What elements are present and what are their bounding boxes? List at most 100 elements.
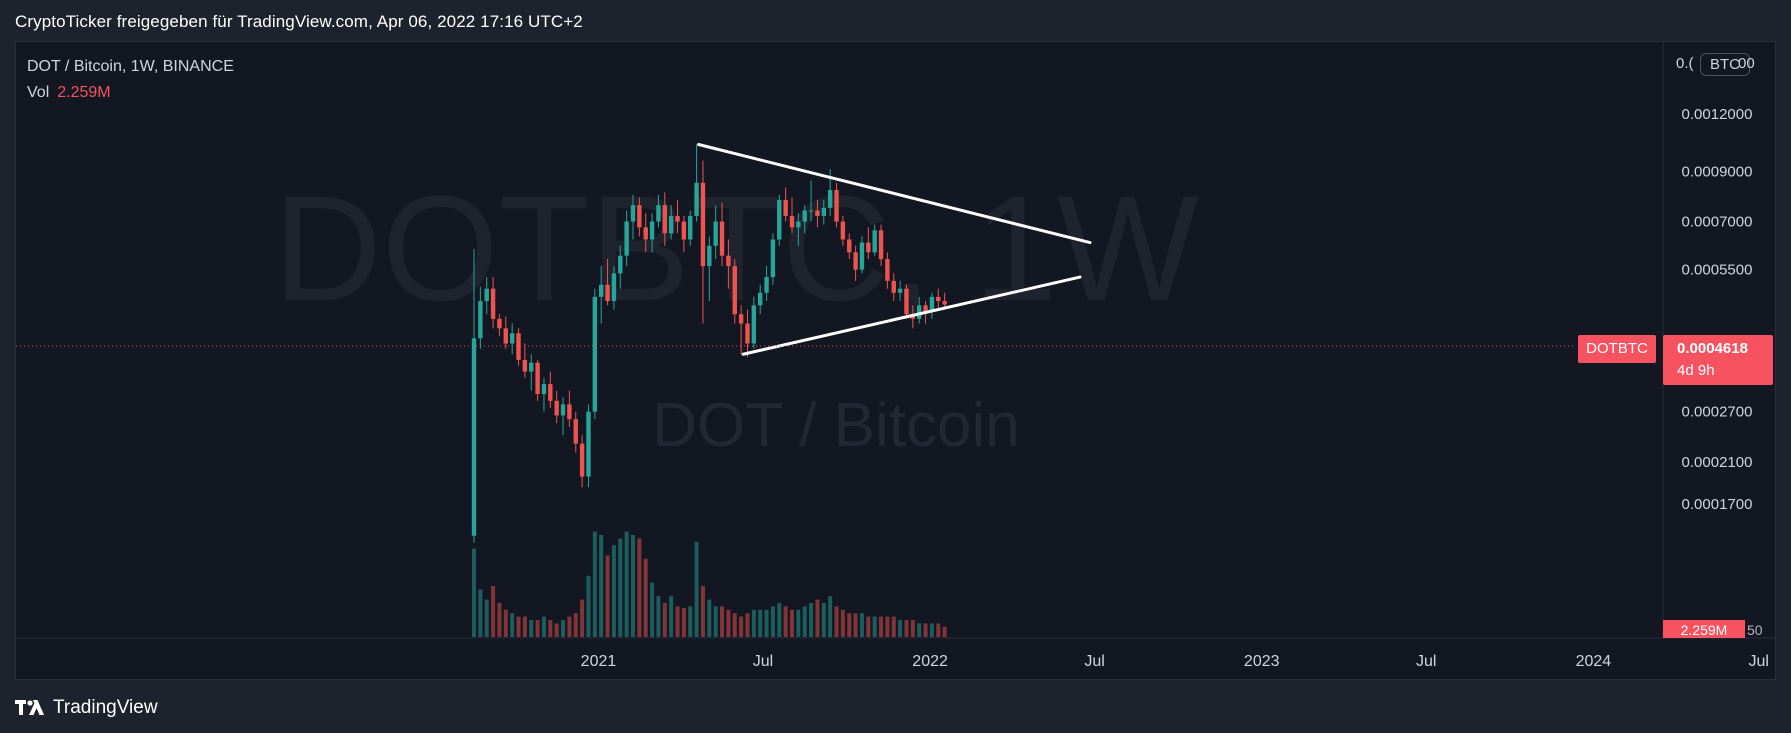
candle[interactable] <box>599 266 604 324</box>
volume-bar <box>605 555 610 637</box>
candle[interactable] <box>630 194 636 240</box>
volume-bar <box>656 596 661 637</box>
candle-body <box>478 301 483 339</box>
candle[interactable] <box>834 182 839 228</box>
candle[interactable] <box>611 266 617 310</box>
candle[interactable] <box>592 288 598 420</box>
candle[interactable] <box>643 213 648 253</box>
candle-body <box>688 215 693 240</box>
candle[interactable] <box>681 215 687 253</box>
candle[interactable] <box>668 205 674 240</box>
candle[interactable] <box>802 205 807 234</box>
candle[interactable] <box>866 227 871 260</box>
candle[interactable] <box>503 316 508 349</box>
candle[interactable] <box>675 199 680 234</box>
candle[interactable] <box>548 371 553 409</box>
candle[interactable] <box>637 197 642 237</box>
triangle-upper-trendline[interactable] <box>697 142 1092 245</box>
price-tick-label: 0.0002100 <box>1682 454 1753 471</box>
candle[interactable] <box>840 215 846 246</box>
candle[interactable] <box>522 343 528 378</box>
legend-volume[interactable]: Vol 2.259M <box>27 80 234 106</box>
candle[interactable] <box>509 323 515 355</box>
candle[interactable] <box>656 194 661 228</box>
current-price-label: 0.0004618 4d 9h <box>1663 335 1773 385</box>
candle[interactable] <box>694 144 699 222</box>
volume-bar <box>910 620 915 637</box>
candle[interactable] <box>891 273 896 302</box>
candle[interactable] <box>878 224 884 267</box>
volume-bar <box>809 603 814 637</box>
candle[interactable] <box>713 205 718 260</box>
candle[interactable] <box>719 202 725 267</box>
candle[interactable] <box>618 245 623 289</box>
candle[interactable] <box>777 194 782 246</box>
candle-body <box>541 384 547 395</box>
candle[interactable] <box>942 292 947 308</box>
candle[interactable] <box>605 259 610 306</box>
volume-bar <box>898 620 903 637</box>
candle[interactable] <box>847 233 852 260</box>
candle[interactable] <box>917 296 922 324</box>
candle[interactable] <box>764 266 769 302</box>
candle[interactable] <box>796 213 801 246</box>
candle[interactable] <box>586 404 591 488</box>
candle[interactable] <box>815 199 820 228</box>
candle[interactable] <box>897 280 903 302</box>
candle[interactable] <box>662 192 667 246</box>
candle-body <box>847 239 852 253</box>
candle[interactable] <box>821 199 826 225</box>
candle[interactable] <box>707 236 712 302</box>
candle[interactable] <box>516 328 521 366</box>
candle[interactable] <box>885 252 890 289</box>
candle[interactable] <box>624 210 629 267</box>
candle[interactable] <box>567 390 572 428</box>
candle-body <box>777 199 782 240</box>
candle[interactable] <box>579 435 585 488</box>
candle[interactable] <box>554 390 559 424</box>
candle[interactable] <box>745 309 750 358</box>
candle[interactable] <box>751 296 757 349</box>
candle[interactable] <box>789 197 795 234</box>
candle[interactable] <box>541 377 547 412</box>
candle[interactable] <box>904 284 909 319</box>
candle-body <box>694 182 699 216</box>
candle[interactable] <box>688 210 693 246</box>
candle[interactable] <box>783 187 788 222</box>
candle[interactable] <box>700 160 706 324</box>
current-price: 0.0004618 <box>1677 340 1748 357</box>
candle[interactable] <box>490 277 496 329</box>
candle-body <box>764 277 769 293</box>
candle[interactable] <box>808 180 814 222</box>
candle[interactable] <box>471 249 477 543</box>
candle[interactable] <box>478 286 483 349</box>
candle[interactable] <box>770 233 776 285</box>
candle[interactable] <box>484 277 489 315</box>
candle[interactable] <box>573 411 578 453</box>
volume-bar <box>726 609 731 637</box>
chart-pane[interactable] <box>15 41 1776 680</box>
candle[interactable] <box>853 245 858 281</box>
footer-branding[interactable]: TradingView <box>15 697 158 719</box>
candle[interactable] <box>560 397 566 436</box>
candle[interactable] <box>738 305 744 355</box>
candle[interactable] <box>936 288 941 310</box>
candle[interactable] <box>726 239 731 289</box>
price-unit-badge[interactable]: BTC <box>1700 53 1750 76</box>
candle[interactable] <box>929 292 935 319</box>
candle[interactable] <box>758 284 763 315</box>
legend-symbol[interactable]: DOT / Bitcoin, 1W, BINANCE <box>27 58 234 75</box>
volume-bar <box>503 609 508 637</box>
candle[interactable] <box>859 236 865 274</box>
candle[interactable] <box>872 224 877 256</box>
candle[interactable] <box>649 213 655 253</box>
volume-bar <box>561 620 566 637</box>
candle[interactable] <box>497 314 502 336</box>
volume-bar <box>631 535 635 637</box>
triangle-lower-trendline[interactable] <box>741 275 1082 356</box>
candle-body <box>624 221 629 256</box>
candle[interactable] <box>732 259 737 324</box>
candle[interactable] <box>529 354 534 391</box>
candle[interactable] <box>535 359 540 401</box>
